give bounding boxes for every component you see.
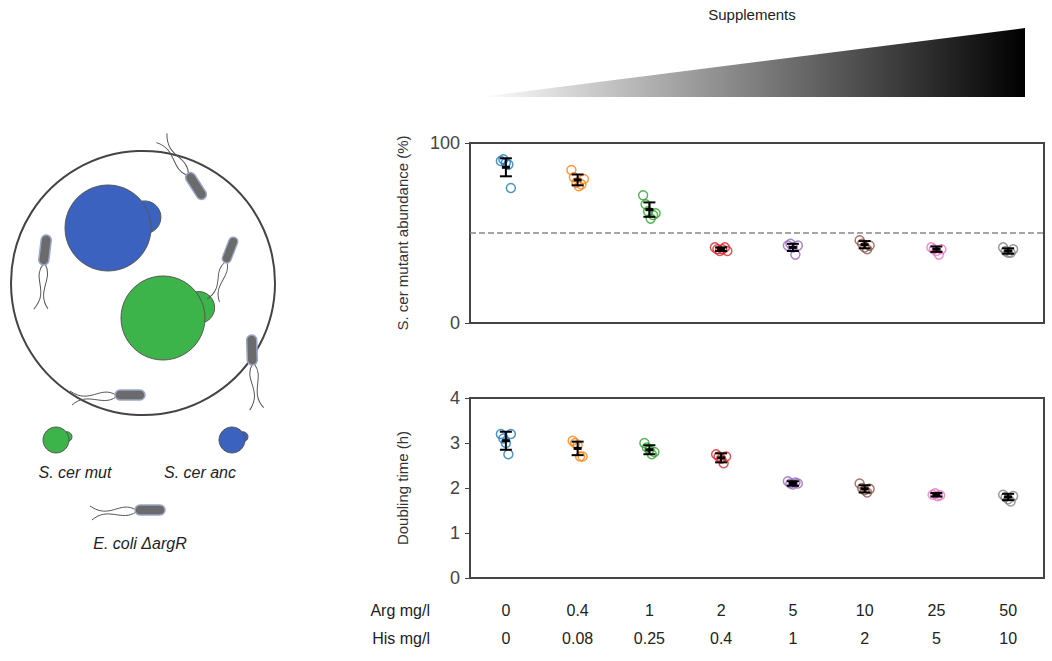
svg-text:5: 5	[932, 630, 941, 647]
svg-text:0: 0	[501, 630, 510, 647]
svg-text:10: 10	[856, 602, 874, 619]
svg-text:50: 50	[999, 602, 1017, 619]
svg-text:S. cer mut: S. cer mut	[39, 464, 112, 481]
svg-text:Doubling time (h): Doubling time (h)	[394, 431, 411, 545]
svg-text:S. cer anc: S. cer anc	[164, 464, 236, 481]
svg-text:0.08: 0.08	[562, 630, 593, 647]
svg-text:2: 2	[717, 602, 726, 619]
svg-text:4: 4	[450, 388, 460, 408]
svg-text:0.25: 0.25	[634, 630, 665, 647]
svg-text:5: 5	[788, 602, 797, 619]
svg-text:0: 0	[450, 313, 460, 333]
svg-text:0: 0	[450, 568, 460, 588]
svg-text:0.4: 0.4	[710, 630, 732, 647]
svg-text:E. coli ΔargR: E. coli ΔargR	[93, 535, 187, 552]
svg-text:Supplements: Supplements	[708, 6, 796, 23]
svg-text:Arg mg/l: Arg mg/l	[370, 602, 430, 619]
svg-text:2: 2	[450, 478, 460, 498]
svg-text:0: 0	[501, 602, 510, 619]
svg-text:100: 100	[430, 133, 460, 153]
svg-text:0.4: 0.4	[567, 602, 589, 619]
svg-text:1: 1	[450, 523, 460, 543]
svg-text:2: 2	[860, 630, 869, 647]
svg-text:1: 1	[788, 630, 797, 647]
svg-text:His mg/l: His mg/l	[372, 630, 430, 647]
svg-text:25: 25	[927, 602, 945, 619]
svg-text:1: 1	[645, 602, 654, 619]
svg-text:3: 3	[450, 433, 460, 453]
svg-text:10: 10	[999, 630, 1017, 647]
svg-text:S. cer mutant abundance (%): S. cer mutant abundance (%)	[394, 135, 411, 330]
